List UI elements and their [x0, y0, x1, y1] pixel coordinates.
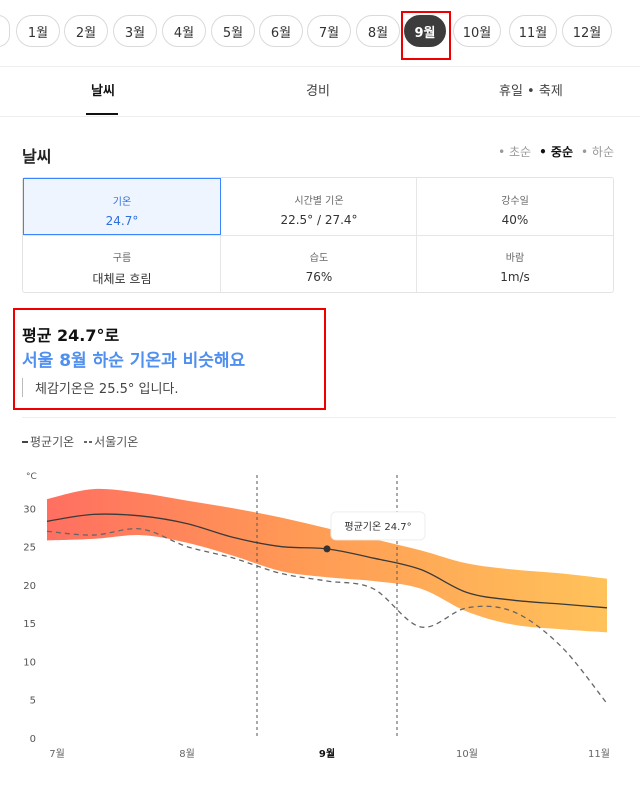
- y-tick-label: 15: [23, 619, 36, 630]
- summary-average: 평균 24.7°로: [22, 326, 120, 345]
- stat-hourly-temp[interactable]: 시간별 기온 22.5° / 27.4°: [221, 178, 417, 235]
- y-tick-label: 25: [23, 543, 36, 554]
- x-tick-label: 11월: [588, 748, 610, 760]
- month-chip[interactable]: 8월: [356, 15, 400, 47]
- tab-expenses[interactable]: 경비: [306, 84, 330, 99]
- x-tick-label: 9월: [319, 748, 335, 760]
- season-late[interactable]: • 하순: [581, 145, 614, 159]
- weather-stats-grid: 기온 24.7° 시간별 기온 22.5° / 27.4° 강수일 40% 구름…: [22, 177, 614, 293]
- stat-label: 습도: [309, 253, 329, 264]
- tab-bar: 날씨 경비 휴일 • 축제: [0, 66, 640, 117]
- stat-value: 대체로 흐림: [92, 272, 152, 286]
- month-chip[interactable]: 12월: [562, 15, 612, 47]
- divider: [23, 235, 613, 236]
- tab-underline: [86, 113, 118, 115]
- tooltip-box: [330, 511, 426, 541]
- legend-seoul: 서울기온: [94, 435, 139, 449]
- stat-label: 구름: [112, 253, 132, 264]
- month-chip[interactable]: 3월: [113, 15, 157, 47]
- y-tick-label: 5: [30, 696, 36, 707]
- stat-value: 40%: [501, 213, 529, 227]
- tooltip-label: 평균기온 24.7°: [344, 521, 411, 533]
- month-chip[interactable]: 10월: [453, 15, 501, 47]
- divider: [22, 417, 616, 418]
- month-chip[interactable]: 2월: [64, 15, 108, 47]
- stat-temperature[interactable]: 기온 24.7°: [23, 178, 221, 235]
- series-seoul-line: [46, 528, 608, 704]
- temperature-chart: °C 0 5 10 15 20 25 30 평균기온 24.7° 7월 8월 9월 10월 11월: [23, 472, 610, 760]
- stat-label: 강수일: [501, 196, 529, 207]
- season-filter: • 초순 • 중순 • 하순: [498, 143, 614, 160]
- highlight-box-month: [401, 11, 451, 60]
- chart-legend: 평균기온 서울기온: [22, 433, 138, 450]
- season-mid[interactable]: • 중순: [539, 145, 574, 159]
- stat-value: 1m/s: [500, 270, 530, 284]
- month-chip[interactable]: 7월: [307, 15, 351, 47]
- stat-label: 기온: [112, 197, 132, 208]
- current-marker: [323, 545, 331, 553]
- stat-rain-days[interactable]: 강수일 40%: [417, 178, 613, 235]
- stat-label: 바람: [505, 253, 525, 264]
- highlight-box-summary: [13, 308, 326, 410]
- x-tick-label: 8월: [179, 748, 195, 760]
- month-chip-partial[interactable]: [0, 15, 10, 47]
- tab-weather[interactable]: 날씨: [91, 84, 115, 99]
- month-chip[interactable]: 1월: [16, 15, 60, 47]
- season-early[interactable]: • 초순: [498, 145, 532, 159]
- stat-value: 24.7°: [105, 214, 139, 228]
- y-tick-label: 0: [30, 734, 36, 745]
- x-tick-label: 7월: [49, 748, 65, 760]
- summary-feels-like: 체감기온은 25.5° 입니다.: [22, 378, 179, 397]
- y-tick-label: 20: [23, 581, 36, 592]
- legend-solid-icon: [22, 440, 28, 443]
- section-title: 날씨: [22, 147, 52, 166]
- stat-clouds[interactable]: 구름 대체로 흐림: [23, 235, 221, 292]
- month-chip[interactable]: 11월: [509, 15, 557, 47]
- stat-wind[interactable]: 바람 1m/s: [417, 235, 613, 292]
- x-tick-label: 10월: [456, 748, 478, 760]
- y-unit-label: °C: [26, 472, 37, 482]
- y-tick-label: 30: [23, 504, 36, 515]
- stat-label: 시간별 기온: [294, 196, 344, 207]
- month-chip[interactable]: 4월: [162, 15, 206, 47]
- stat-value: 76%: [305, 270, 333, 284]
- y-tick-label: 10: [23, 657, 36, 668]
- legend-dashed-icon: [84, 440, 93, 443]
- month-chip[interactable]: 9월: [404, 15, 446, 47]
- month-selector: 1월 2월 3월 4월 5월 6월 7월 8월 9월 10월 11월 12월: [0, 0, 640, 67]
- legend-avg: 평균기온: [30, 435, 75, 449]
- stat-humidity[interactable]: 습도 76%: [221, 235, 417, 292]
- stat-value: 22.5° / 27.4°: [280, 213, 358, 227]
- month-chip[interactable]: 5월: [211, 15, 255, 47]
- summary-comparison: 서울 8월 하순 기온과 비슷해요: [22, 351, 246, 371]
- month-chip[interactable]: 6월: [259, 15, 303, 47]
- tab-holidays[interactable]: 휴일 • 축제: [499, 84, 563, 99]
- temperature-range-band: [47, 488, 607, 633]
